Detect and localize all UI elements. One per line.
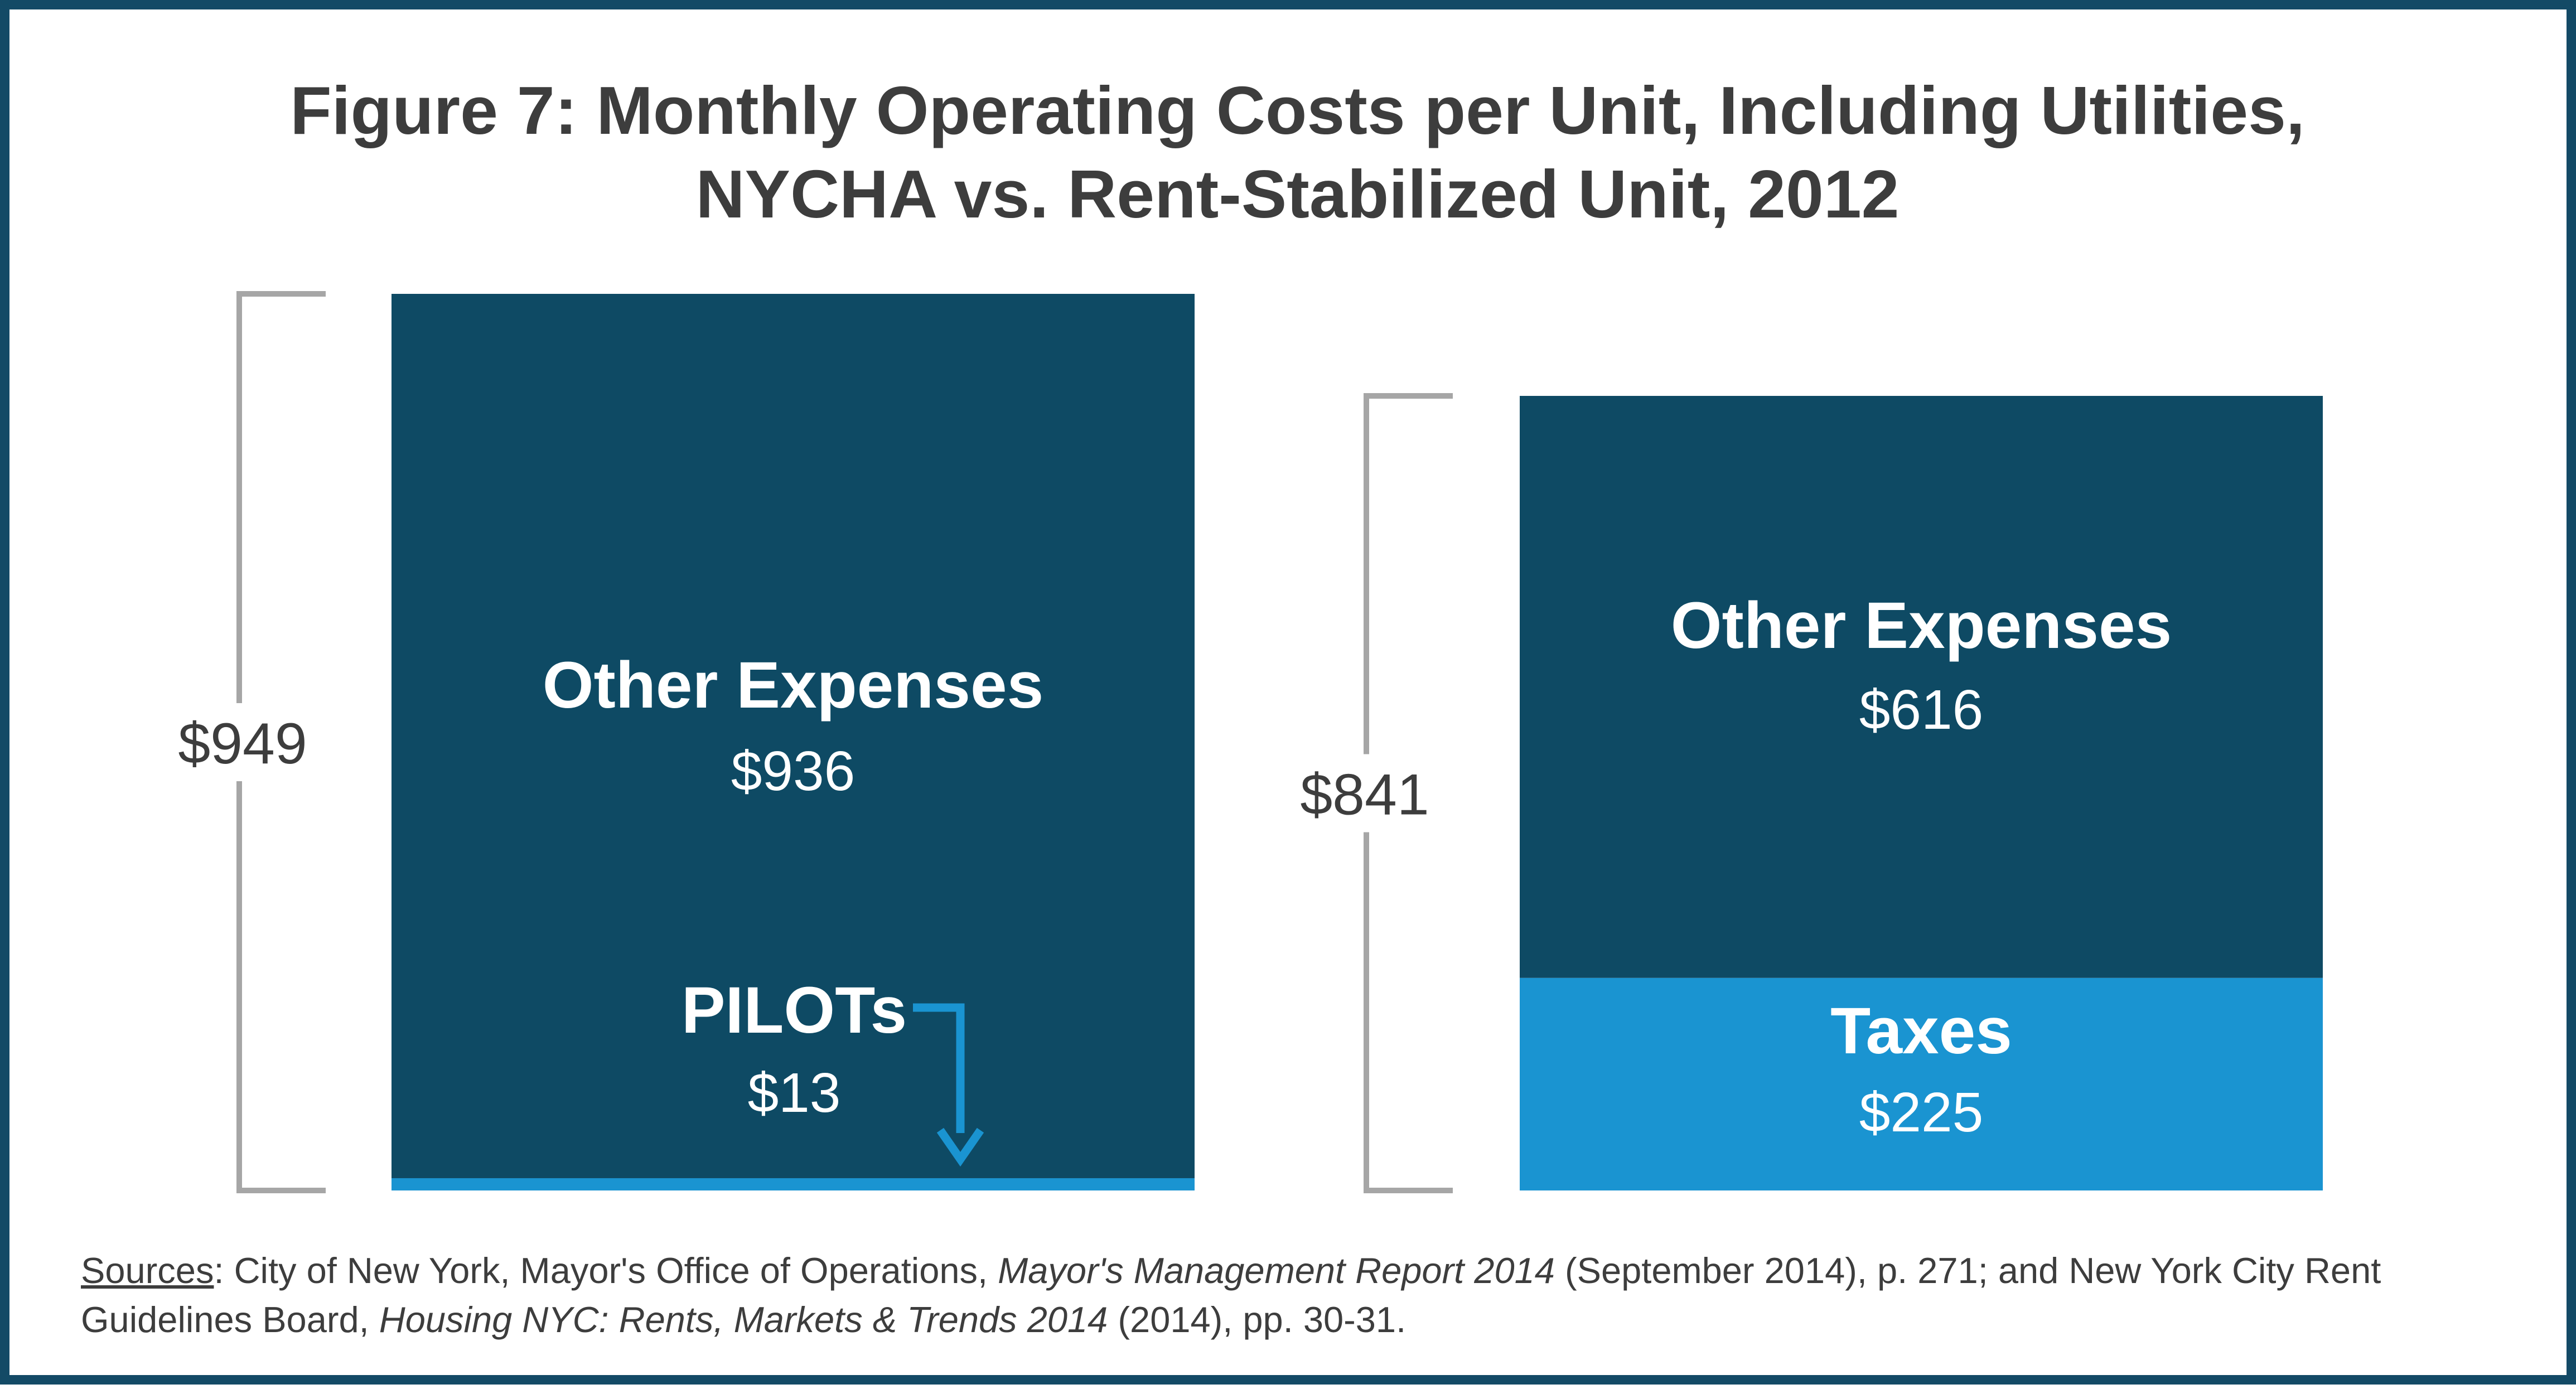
bar-segment-pilots-0	[392, 1178, 1195, 1190]
total-label-1: $841	[1300, 762, 1429, 827]
segment-name-taxes: Taxes	[1830, 994, 2012, 1068]
sources-text-2: (September 2014), p. 271; and New York C…	[1554, 1250, 2381, 1291]
sources-note: Sources: City of New York, Mayor's Offic…	[81, 1246, 2535, 1344]
total-label-background-0	[173, 703, 312, 781]
sources-housing-title: Housing NYC: Rents, Markets & Trends 201…	[379, 1299, 1108, 1340]
bar-labels: $949 $841 Other Expenses $936 PILOTs $13 Other…	[173, 589, 2172, 1144]
segment-name-pilots: PILOTs	[682, 974, 907, 1047]
segment-name-other-expenses-1: Other Expenses	[1671, 589, 2172, 662]
sources-text-4: (2014), pp. 30-31.	[1108, 1299, 1407, 1340]
pilots-arrow-head	[936, 1127, 984, 1167]
bar-segment-other-expenses-0	[392, 294, 1195, 1178]
sources-report-title: Mayor's Management Report 2014	[998, 1250, 1555, 1291]
segment-value-taxes: $225	[1859, 1081, 1983, 1144]
chart-title-line-1: Figure 7: Monthly Operating Costs per Un…	[290, 72, 2305, 148]
sources-label: Sources	[81, 1250, 214, 1291]
chart-title-line-2: NYCHA vs. Rent-Stabilized Unit, 2012	[695, 156, 1900, 232]
pilots-arrow-line	[913, 1003, 965, 1133]
segment-value-other-expenses-0: $936	[731, 740, 855, 802]
total-label-background-1	[1295, 754, 1434, 832]
segment-name-other-expenses-0: Other Expenses	[543, 648, 1043, 722]
stacked-bar-chart: $949 $841 Other Expenses $936 PILOTs $13 Other…	[173, 291, 2323, 1193]
pilots-annotation	[913, 1003, 984, 1167]
bar-segment-taxes-1	[1520, 977, 2323, 1190]
sources-text-1: : City of New York, Mayor's Office of Op…	[214, 1250, 998, 1291]
bar-segment-other-expenses-1	[1520, 395, 2323, 978]
bars	[392, 294, 2323, 1190]
total-label-0: $949	[178, 711, 307, 776]
segment-value-other-expenses-1: $616	[1859, 679, 1983, 741]
segment-value-pilots: $13	[748, 1062, 841, 1124]
sources-text-3: Guidelines Board,	[81, 1299, 379, 1340]
